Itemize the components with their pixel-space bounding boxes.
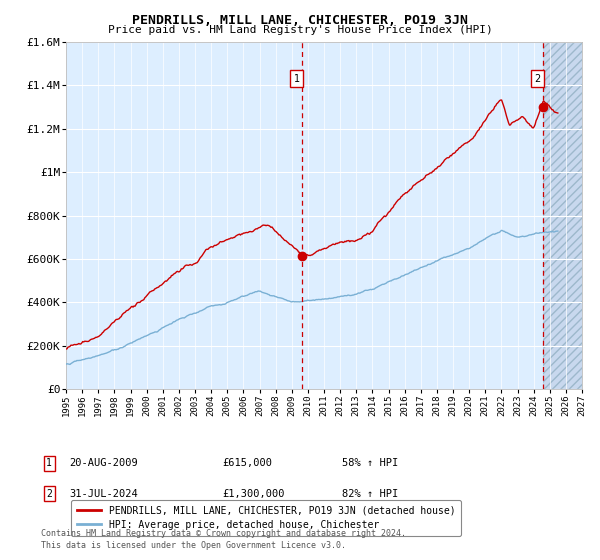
- Text: 58% ↑ HPI: 58% ↑ HPI: [342, 458, 398, 468]
- Text: 2: 2: [535, 74, 541, 84]
- Text: PENDRILLS, MILL LANE, CHICHESTER, PO19 3JN: PENDRILLS, MILL LANE, CHICHESTER, PO19 3…: [132, 14, 468, 27]
- Text: £615,000: £615,000: [222, 458, 272, 468]
- Text: Contains HM Land Registry data © Crown copyright and database right 2024.
This d: Contains HM Land Registry data © Crown c…: [41, 529, 406, 550]
- Text: 82% ↑ HPI: 82% ↑ HPI: [342, 489, 398, 499]
- Text: £1,300,000: £1,300,000: [222, 489, 284, 499]
- Text: Price paid vs. HM Land Registry's House Price Index (HPI): Price paid vs. HM Land Registry's House …: [107, 25, 493, 35]
- Text: 31-JUL-2024: 31-JUL-2024: [69, 489, 138, 499]
- Text: 1: 1: [46, 458, 52, 468]
- Text: 2: 2: [46, 489, 52, 499]
- Bar: [543, 42, 582, 389]
- Text: 1: 1: [293, 74, 299, 84]
- Legend: PENDRILLS, MILL LANE, CHICHESTER, PO19 3JN (detached house), HPI: Average price,: PENDRILLS, MILL LANE, CHICHESTER, PO19 3…: [71, 500, 461, 535]
- Text: 20-AUG-2009: 20-AUG-2009: [69, 458, 138, 468]
